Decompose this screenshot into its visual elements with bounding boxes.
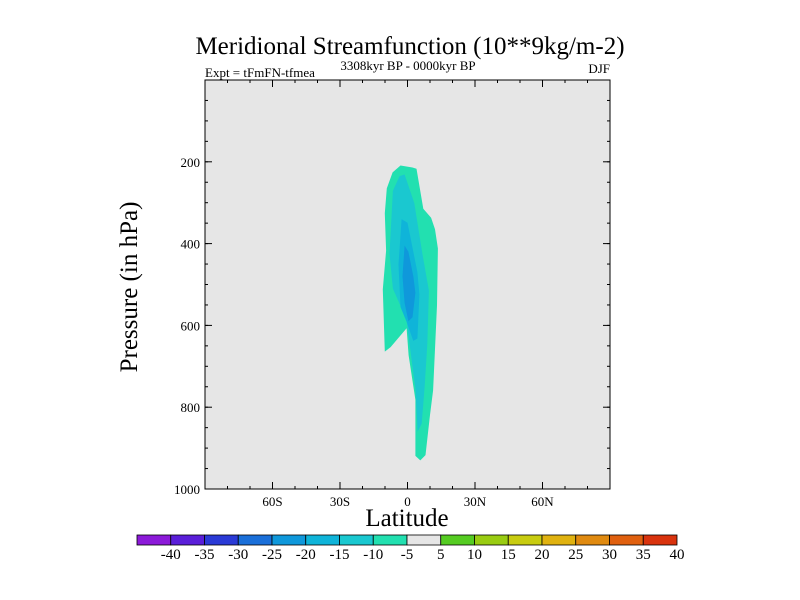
colorbar-label: -40	[161, 547, 181, 563]
colorbar-label: -30	[228, 547, 248, 563]
x-tick-label: 60N	[531, 494, 554, 509]
colorbar-swatch	[541, 534, 577, 546]
colorbar-swatch	[406, 534, 442, 546]
colorbar-label: 30	[602, 547, 617, 563]
colorbar-swatch	[271, 534, 307, 546]
axis-ticks: 60S 30S 0 30N 60N 200 400 600 800 1000	[174, 79, 611, 509]
colorbar-label: 25	[568, 547, 583, 563]
y-axis-label: Pressure (in hPa)	[116, 202, 143, 373]
colorbar-swatch	[507, 534, 543, 546]
chart-title: Meridional Streamfunction (10**9kg/m-2)	[195, 33, 624, 60]
colorbar-label: 15	[501, 547, 516, 563]
colorbar-swatch	[372, 534, 408, 546]
colorbar-swatch	[136, 534, 172, 546]
y-tick-label: 1000	[174, 482, 200, 497]
colorbar-swatch	[237, 534, 273, 546]
colorbar-label: 20	[535, 547, 550, 563]
x-tick-label: 30N	[464, 494, 487, 509]
y-tick-label: 400	[181, 237, 201, 252]
colorbar-label: -25	[262, 547, 282, 563]
experiment-label: Expt = tFmFN-tfmea	[205, 65, 315, 80]
colorbar-label: -20	[296, 547, 316, 563]
colorbar-swatch	[609, 534, 644, 546]
x-tick-label: 30S	[330, 494, 350, 509]
colorbar-label: -5	[401, 547, 414, 563]
colorbar-label: -10	[363, 547, 383, 563]
colorbar: -40 -35 -30 -25 -20 -15 -10 -5 5 10 15 20 25 30 35 40	[136, 534, 685, 563]
contour-regions	[382, 165, 438, 461]
time-range-label: 3308kyr BP - 0000kyr BP	[340, 58, 475, 73]
colorbar-label: 5	[437, 547, 445, 563]
colorbar-swatch	[642, 534, 678, 546]
colorbar-swatch	[440, 534, 475, 546]
colorbar-swatch	[305, 534, 340, 546]
colorbar-swatch	[474, 534, 509, 546]
x-tick-label: 0	[404, 494, 411, 509]
season-label: DJF	[588, 61, 610, 76]
x-axis-label: Latitude	[365, 505, 448, 532]
x-tick-label: 60S	[262, 494, 282, 509]
colorbar-label: -15	[330, 547, 350, 563]
y-tick-label: 200	[181, 155, 201, 170]
colorbar-swatch	[575, 534, 610, 546]
colorbar-label: -35	[195, 547, 215, 563]
colorbar-label: 35	[636, 547, 651, 563]
y-tick-label: 800	[181, 400, 201, 415]
colorbar-swatch	[204, 534, 239, 546]
colorbar-swatch	[170, 534, 205, 546]
contour-region-4	[402, 245, 416, 322]
colorbar-swatch	[339, 534, 374, 546]
colorbar-label: 40	[670, 547, 685, 563]
y-tick-label: 600	[181, 318, 201, 333]
colorbar-label: 10	[467, 547, 482, 563]
